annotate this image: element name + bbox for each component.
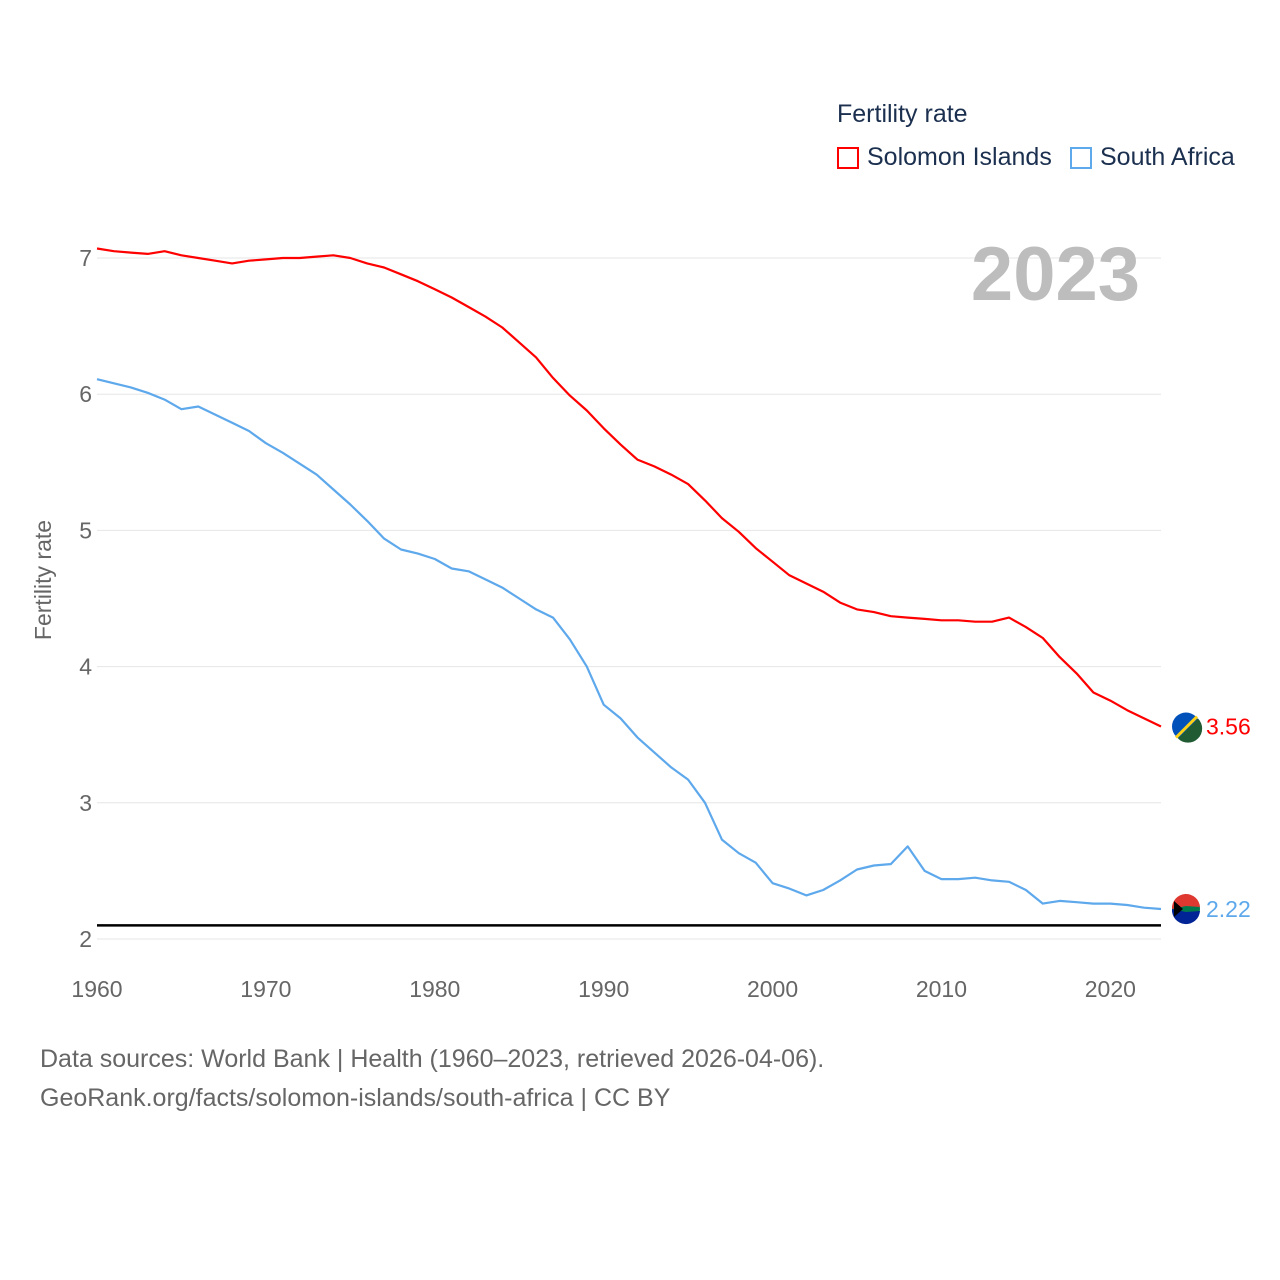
x-tick-label: 1990 <box>578 976 629 1002</box>
y-tick-label: 4 <box>79 654 92 680</box>
end-value-label: 3.56 <box>1206 714 1251 740</box>
year-label: 2023 <box>971 232 1140 317</box>
series-line-south-africa <box>96 378 1162 911</box>
x-tick-label: 1970 <box>240 976 291 1002</box>
flag-south-africa-icon <box>1171 894 1200 910</box>
legend-swatch <box>1070 146 1092 169</box>
y-axis-label: Fertility rate <box>30 520 56 640</box>
flag-south-africa-icon <box>1171 909 1200 925</box>
legend-title: Fertility rate <box>837 100 968 128</box>
legend-item-solomon-islands[interactable]: Solomon Islands <box>837 143 1052 172</box>
x-tick-label: 1980 <box>409 976 460 1002</box>
source-link[interactable]: GeoRank.org/facts/solomon-islands/south-… <box>40 1084 671 1112</box>
legend-item-south-africa[interactable]: South Africa <box>1070 143 1235 172</box>
x-tick-label: 2000 <box>747 976 798 1002</box>
series-line-solomon-islands <box>96 247 1162 728</box>
flag-solomon-islands-icon <box>1178 718 1203 743</box>
source-text: Data sources: World Bank | Health (1960–… <box>40 1045 825 1073</box>
x-tick-label: 2010 <box>916 976 967 1002</box>
flag-solomon-islands-icon <box>1174 715 1199 739</box>
end-value-label: 2.22 <box>1206 896 1251 922</box>
legend-swatch <box>837 146 859 169</box>
y-tick-label: 3 <box>79 790 92 816</box>
y-tick-label: 2 <box>79 926 92 952</box>
y-tick-label: 7 <box>79 245 92 271</box>
legend-label: South Africa <box>1100 143 1235 171</box>
y-tick-label: 5 <box>79 517 92 543</box>
y-tick-label: 6 <box>79 381 92 407</box>
legend-label: Solomon Islands <box>867 143 1052 171</box>
x-tick-label: 1960 <box>71 976 122 1002</box>
flag-south-africa-icon <box>1174 901 1183 918</box>
x-tick-label: 2020 <box>1085 976 1136 1002</box>
